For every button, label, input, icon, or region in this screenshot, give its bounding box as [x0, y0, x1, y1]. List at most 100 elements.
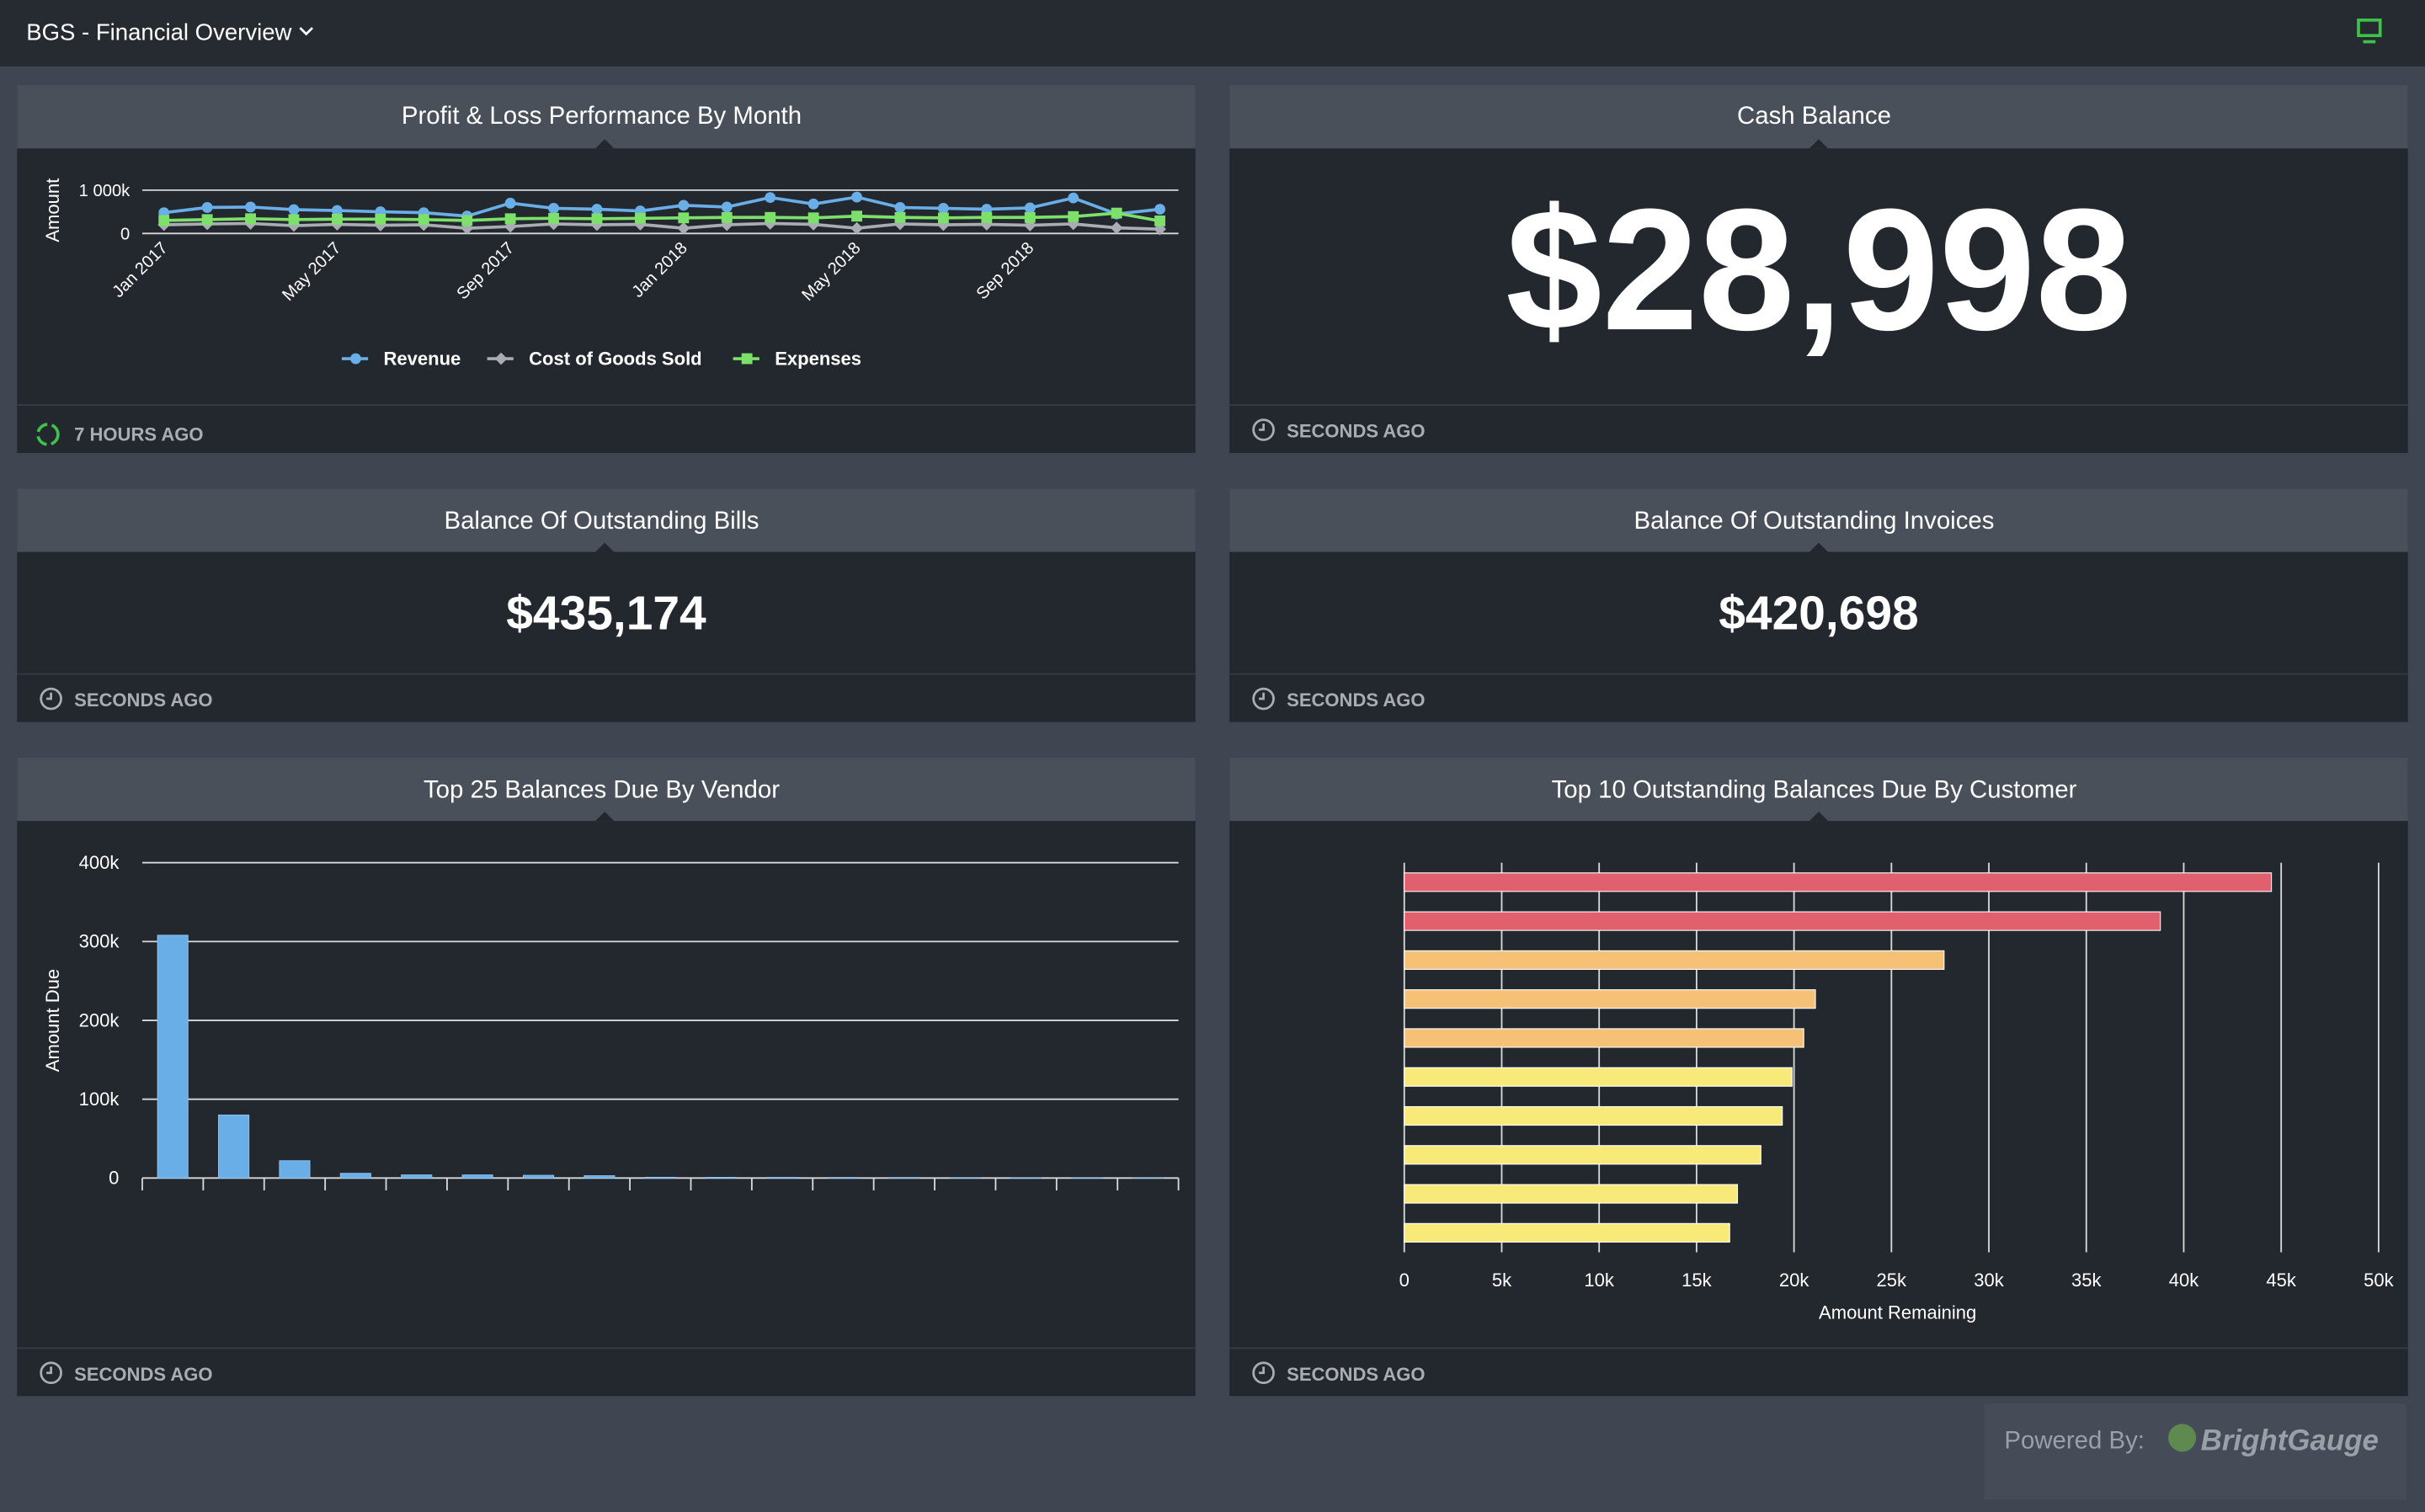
point: [850, 221, 863, 235]
y-axis-label: Amount Due: [42, 969, 63, 1072]
bar: [279, 1160, 311, 1179]
point: [331, 205, 343, 216]
point: [288, 204, 300, 216]
point: [245, 213, 256, 225]
legend-label: Revenue: [384, 348, 461, 369]
bar: [644, 1176, 676, 1179]
point: [288, 214, 300, 226]
point: [1068, 192, 1079, 204]
legend-marker: [494, 352, 508, 365]
point: [677, 221, 690, 235]
bar: [522, 1174, 555, 1179]
x-tick-label: 40k: [2169, 1270, 2199, 1291]
point: [504, 197, 516, 209]
point: [807, 198, 819, 210]
point: [418, 214, 429, 226]
bar: [1404, 1145, 1761, 1165]
panel-cash: [1229, 85, 2408, 454]
bar: [1404, 872, 2273, 892]
clock-icon: [1252, 1361, 1275, 1385]
y-tick-label: 200k: [79, 1009, 120, 1030]
series-line: [163, 195, 1160, 218]
y-tick-label: 100k: [79, 1089, 120, 1110]
point: [1111, 207, 1122, 219]
point: [591, 204, 603, 215]
point: [1154, 204, 1165, 215]
bar: [1404, 950, 1945, 970]
legend-marker: [741, 353, 753, 365]
y-tick-label: 0: [120, 226, 130, 244]
kpi-value: $435,174: [506, 586, 706, 640]
kpi-value: $420,698: [1719, 586, 1918, 640]
bar: [1404, 1222, 1730, 1243]
point: [245, 201, 256, 213]
x-tick-label: 25k: [1877, 1270, 1907, 1291]
bar: [1404, 1184, 1739, 1204]
point: [1068, 210, 1079, 222]
updated-label: SECONDS AGO: [1287, 421, 1425, 442]
point: [548, 203, 559, 214]
point: [807, 212, 819, 224]
bar: [584, 1175, 616, 1179]
dashboard-title[interactable]: BGS - Financial Overview: [26, 19, 291, 45]
bar: [1404, 1105, 1783, 1126]
clock-icon: [1252, 687, 1275, 711]
point: [678, 212, 690, 224]
bar: [461, 1174, 493, 1179]
bar: [339, 1173, 371, 1179]
y-tick-label: 300k: [79, 931, 120, 952]
point: [331, 213, 343, 225]
point: [937, 212, 949, 224]
point: [981, 204, 993, 215]
x-tick-label: 45k: [2266, 1270, 2296, 1291]
bar: [766, 1177, 798, 1179]
branding-prefix: Powered By:: [2004, 1427, 2145, 1455]
point: [721, 201, 733, 213]
dropdown-icon[interactable]: [299, 27, 313, 36]
branding: [1984, 1403, 2406, 1500]
panel-title: Top 10 Outstanding Balances Due By Custo…: [1552, 776, 2077, 804]
panel-vendor: [17, 757, 1196, 1397]
point: [678, 200, 690, 211]
panel-title: Profit & Loss Performance By Month: [402, 102, 802, 130]
series-line: [163, 221, 1160, 231]
x-tick-label: 30k: [1974, 1270, 2004, 1291]
bar: [157, 934, 189, 1179]
point: [201, 202, 213, 213]
point: [1154, 215, 1165, 226]
point: [634, 212, 646, 224]
point: [851, 191, 862, 203]
point: [981, 211, 993, 223]
panel-invoices: [1229, 488, 2408, 722]
point: [937, 203, 949, 214]
bar: [218, 1114, 250, 1179]
point: [591, 213, 603, 225]
y-tick-label: 1 000k: [79, 182, 131, 200]
point: [721, 211, 733, 223]
clock-icon: [1252, 418, 1275, 441]
bar: [401, 1174, 433, 1179]
x-tick-label: 10k: [1584, 1270, 1614, 1291]
branding-name: BrightGauge: [2201, 1424, 2379, 1457]
y-tick-label: 0: [109, 1168, 119, 1189]
legend-marker: [350, 353, 361, 365]
bar: [1404, 989, 1816, 1009]
kpi-value: $28,998: [1506, 173, 2132, 366]
panel-title: Cash Balance: [1737, 102, 1891, 130]
updated-label: 7 HOURS AGO: [74, 423, 203, 445]
monitor-icon[interactable]: [2357, 19, 2382, 44]
clock-icon: [40, 1361, 62, 1385]
point: [851, 210, 862, 222]
point: [461, 215, 473, 226]
bar: [827, 1177, 860, 1179]
point: [1024, 202, 1036, 214]
y-tick-label: 400k: [79, 852, 120, 873]
x-tick-label: 50k: [2364, 1270, 2394, 1291]
x-tick-label: 5k: [1492, 1270, 1512, 1291]
point: [158, 215, 170, 226]
panel-pl: [17, 85, 1196, 454]
updated-label: SECONDS AGO: [1287, 1364, 1425, 1385]
bar: [1404, 911, 2161, 931]
